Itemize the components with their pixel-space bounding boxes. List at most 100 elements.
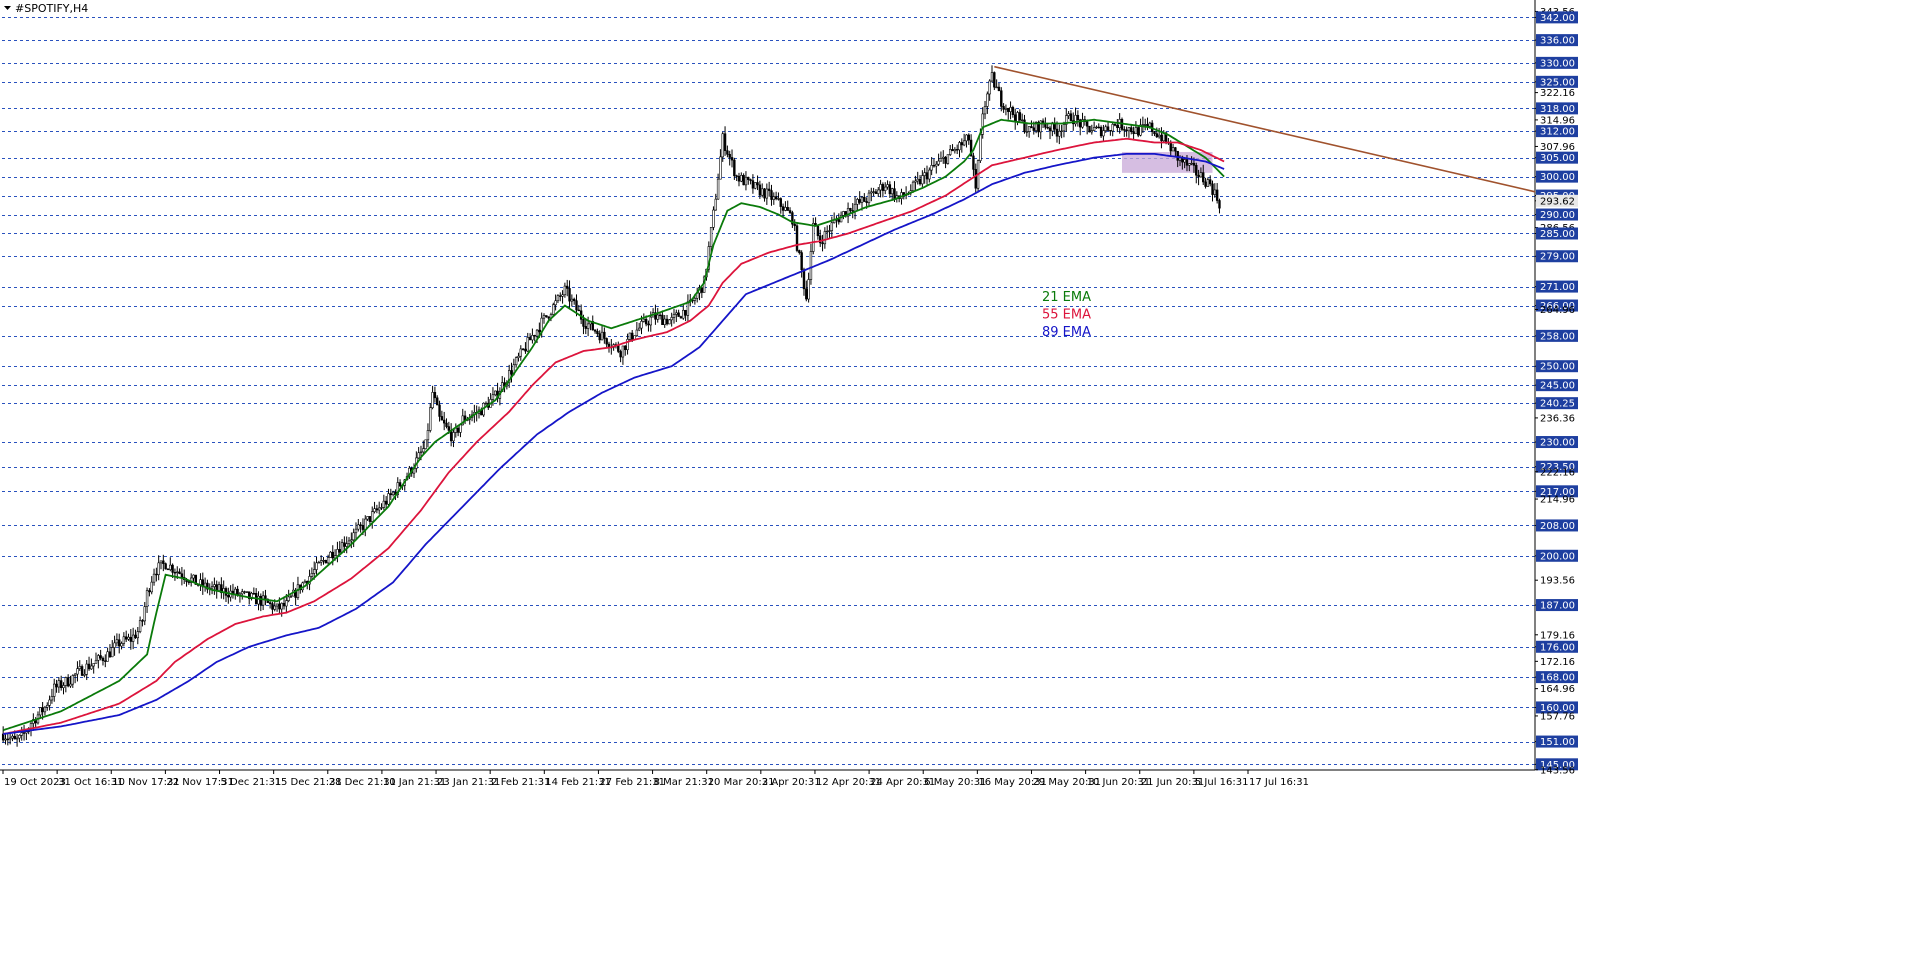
candle-body: [800, 252, 803, 270]
candle-body: [275, 603, 279, 607]
candle-body: [974, 169, 977, 189]
y-tick-label: 176.00: [1540, 642, 1575, 653]
candle-body: [582, 319, 585, 327]
candle-body: [809, 251, 813, 280]
candle-body: [986, 93, 989, 107]
candle-body: [389, 493, 393, 496]
candle-body: [387, 493, 390, 505]
candle-body: [1202, 172, 1205, 183]
candle-body: [1076, 114, 1080, 121]
candle-body: [338, 549, 341, 553]
candle-body: [983, 106, 987, 115]
candle-body: [62, 685, 65, 689]
candle-body: [911, 181, 915, 191]
candle-body: [18, 735, 21, 739]
candle-body: [380, 507, 383, 509]
candle-body: [1092, 127, 1096, 131]
candle-body: [951, 149, 954, 152]
candle-body: [756, 182, 759, 186]
candle-body: [788, 210, 792, 213]
candle-body: [111, 647, 114, 658]
candle-body: [352, 532, 355, 541]
candle-body: [1046, 126, 1049, 129]
price-label-box: [1536, 280, 1578, 293]
candle-body: [547, 316, 550, 319]
candle-body: [345, 543, 348, 547]
candle-body: [310, 573, 314, 577]
candle-body: [1192, 162, 1196, 166]
candle-body: [663, 318, 666, 325]
candle-body: [377, 507, 381, 511]
candle-body: [781, 206, 785, 211]
candle-body: [767, 188, 771, 191]
candle-body: [129, 636, 133, 642]
y-tick-label: 214.96: [1540, 495, 1575, 506]
candle-body: [1141, 124, 1145, 126]
candle-body: [960, 142, 964, 146]
highlight-zone: [1121, 151, 1213, 173]
candle-body: [1088, 125, 1091, 133]
candle-body: [76, 668, 79, 675]
candle-body: [888, 184, 892, 195]
candle-body: [245, 591, 249, 593]
price-label-box: [1536, 125, 1578, 138]
candle-body: [303, 580, 307, 584]
candle-body: [136, 631, 139, 639]
y-tick-label: 305.00: [1540, 153, 1575, 164]
candle-body: [66, 677, 70, 687]
candle-body: [619, 351, 622, 358]
y-tick-label: 325.00: [1540, 77, 1575, 88]
candle-body: [152, 573, 156, 583]
candle-body: [1199, 172, 1203, 178]
candle-body: [11, 735, 14, 739]
candle-body: [654, 312, 657, 320]
price-label-box: [1536, 735, 1578, 748]
candle-body: [1185, 159, 1189, 166]
candle-body: [993, 72, 996, 88]
candle-body: [1146, 124, 1149, 127]
price-label-box: [1536, 360, 1578, 373]
candle-body: [719, 156, 722, 180]
candle-body: [1069, 113, 1073, 121]
candle-body: [150, 581, 153, 593]
candle-body: [677, 312, 680, 317]
candle-body: [760, 188, 764, 196]
candle-body: [1215, 189, 1219, 201]
candle-body: [596, 330, 599, 334]
candle-body: [227, 595, 230, 598]
price-label-box: [1536, 102, 1578, 115]
candle-body: [851, 210, 854, 212]
candle-body: [812, 223, 815, 252]
candle-body: [777, 198, 780, 200]
candle-body: [1034, 122, 1038, 131]
candle-body: [863, 196, 866, 202]
candle-body: [965, 134, 968, 142]
candle-body: [8, 737, 12, 740]
candle-body: [600, 331, 604, 341]
y-tick-label: 293.62: [1540, 196, 1575, 207]
candle-body: [1160, 134, 1163, 142]
x-tick-label: 2 Feb 21:31: [491, 777, 550, 788]
dropdown-triangle-icon[interactable]: [4, 6, 11, 10]
candle-body: [670, 317, 673, 321]
candle-body: [774, 196, 778, 200]
candle-body: [997, 86, 1001, 92]
x-tick-label: 12 Apr 20:31: [816, 777, 881, 788]
candle-body: [1218, 200, 1221, 209]
candle-body: [15, 737, 19, 740]
candle-body: [104, 660, 107, 662]
y-tick-label: 200.00: [1540, 551, 1575, 562]
candle-body: [447, 426, 451, 431]
candle-body: [1009, 107, 1012, 112]
candle-body: [821, 242, 824, 245]
candle-body: [1014, 114, 1017, 122]
candle-body: [271, 603, 274, 610]
candle-body: [1113, 123, 1117, 126]
y-tick-label: 193.56: [1540, 576, 1575, 587]
candle-body: [57, 680, 61, 688]
candle-body: [552, 304, 555, 315]
candle-body: [294, 589, 297, 598]
candle-body: [248, 591, 251, 600]
candle-body: [106, 651, 109, 662]
candle-body: [278, 603, 281, 610]
